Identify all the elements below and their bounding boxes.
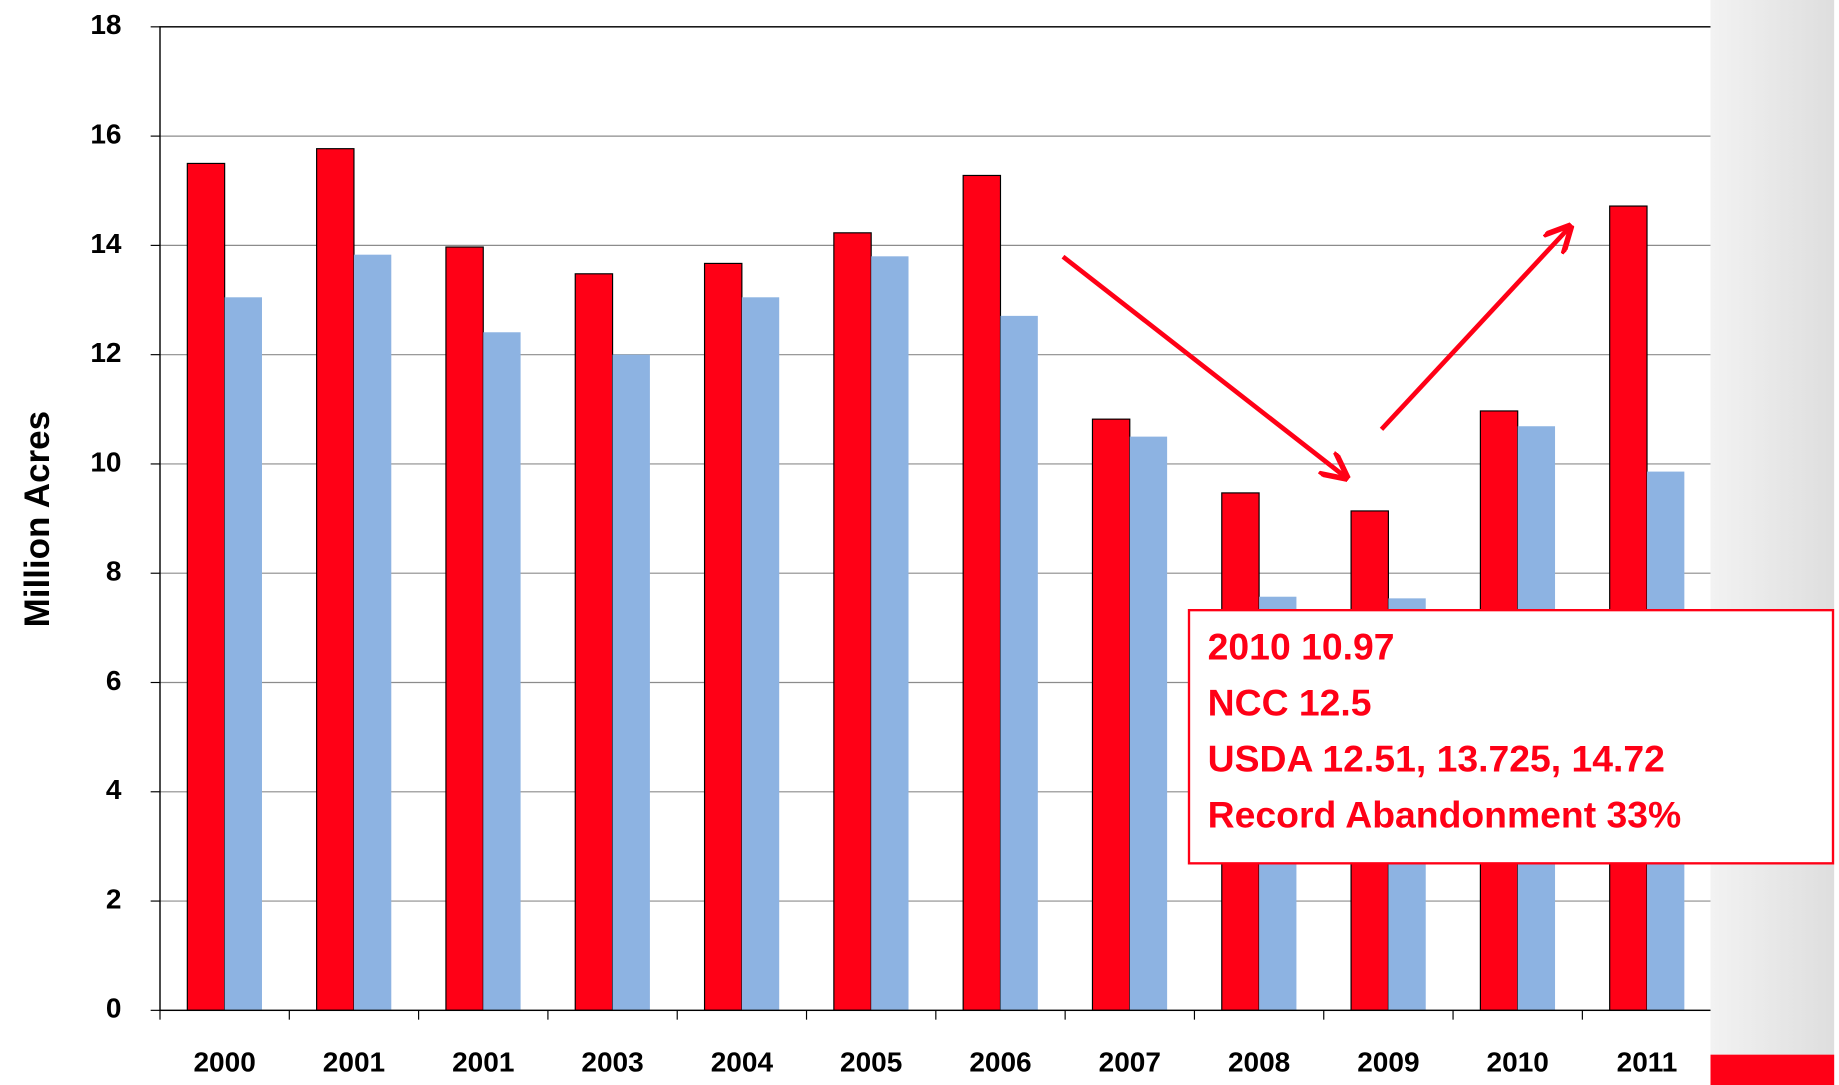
side-panel <box>1710 0 1835 1085</box>
arrow-up <box>1379 229 1569 431</box>
bar <box>612 354 650 1011</box>
x-tick-label: 2005 <box>840 1046 902 1077</box>
bar <box>1129 436 1168 1011</box>
annotation-line: NCC 12.5 <box>1208 682 1372 724</box>
x-tick-label: 2001 <box>323 1046 385 1077</box>
x-tick-label: 2006 <box>969 1046 1031 1077</box>
bar <box>962 174 1002 1011</box>
arrow-down <box>1061 254 1344 476</box>
x-tick-label: 2001 <box>452 1046 514 1077</box>
bar <box>741 297 780 1011</box>
bar <box>1000 315 1038 1011</box>
y-tick-label: 12 <box>90 337 121 368</box>
y-tick-label: 6 <box>106 665 122 696</box>
bar <box>871 256 909 1011</box>
annotation-line: USDA 12.51, 13.725, 14.72 <box>1208 738 1665 780</box>
annotation-line: Record Abandonment 33% <box>1208 794 1682 836</box>
x-tick-label: 2004 <box>711 1046 774 1077</box>
x-tick-label: 2008 <box>1228 1046 1290 1077</box>
bar <box>574 273 614 1011</box>
x-tick-label: 2010 <box>1487 1046 1549 1077</box>
y-tick-label: 8 <box>106 556 122 587</box>
annotations: 2010 10.97 NCC 12.5 USDA 12.51, 13.725, 14… <box>1208 626 1682 836</box>
x-tick-label: 2009 <box>1357 1046 1419 1077</box>
bars <box>186 148 1685 1011</box>
bar <box>445 246 484 1011</box>
bar <box>483 332 521 1011</box>
side-accent <box>1710 1054 1835 1085</box>
annotation-line: 2010 10.97 <box>1208 626 1395 668</box>
annotation-box <box>1187 609 1835 865</box>
labels: 0 2 4 6 8 10 12 14 16 18 2000 2001 2001 2003 2004 2005 2… <box>90 9 1713 1077</box>
x-tick-label: 2007 <box>1099 1046 1161 1077</box>
bar <box>1609 205 1648 1011</box>
y-tick-label: 10 <box>90 446 121 477</box>
bar <box>353 254 392 1011</box>
y-tick-label: 0 <box>106 993 122 1024</box>
bar <box>833 232 872 1011</box>
y-tick-label: 4 <box>106 774 122 805</box>
y-tick-label: 2 <box>106 883 122 914</box>
x-tick-label: 2011 <box>1617 1046 1678 1077</box>
x-tick-label: 2003 <box>581 1046 643 1077</box>
y-axis-label: Million Acres <box>18 411 57 628</box>
bar <box>224 297 262 1011</box>
bar <box>186 162 226 1011</box>
bar <box>1091 418 1131 1011</box>
bar <box>316 148 355 1011</box>
x-tick-label: 2000 <box>194 1046 256 1077</box>
y-tick-label: 18 <box>90 9 121 40</box>
bar <box>703 262 743 1011</box>
y-tick-label: 14 <box>90 228 122 259</box>
y-tick-label: 16 <box>90 119 121 150</box>
